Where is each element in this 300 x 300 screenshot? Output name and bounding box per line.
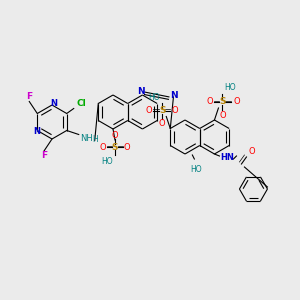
Text: HO: HO: [224, 83, 236, 92]
Text: NH: NH: [80, 134, 93, 143]
Text: N: N: [169, 92, 177, 100]
Text: O: O: [172, 106, 178, 115]
Text: Cl: Cl: [77, 99, 87, 108]
Text: S: S: [112, 142, 118, 152]
Text: F: F: [41, 152, 47, 160]
Text: HO: HO: [149, 93, 160, 102]
Text: O: O: [233, 98, 240, 106]
Text: O: O: [124, 142, 130, 152]
Text: F: F: [26, 92, 32, 101]
Text: HO: HO: [101, 157, 113, 166]
Text: H: H: [92, 135, 98, 144]
Text: N: N: [33, 127, 40, 136]
Text: S: S: [159, 106, 166, 115]
Text: N: N: [50, 100, 58, 109]
Text: HO: HO: [190, 164, 202, 173]
Text: HN: HN: [220, 152, 234, 161]
Text: O: O: [112, 130, 118, 140]
Text: O: O: [159, 119, 166, 128]
Text: O: O: [100, 142, 106, 152]
Text: S: S: [219, 98, 226, 106]
Text: O: O: [206, 98, 213, 106]
Text: O: O: [248, 148, 255, 157]
Text: O: O: [146, 106, 153, 115]
Text: N: N: [136, 86, 144, 95]
Text: O: O: [219, 110, 226, 119]
